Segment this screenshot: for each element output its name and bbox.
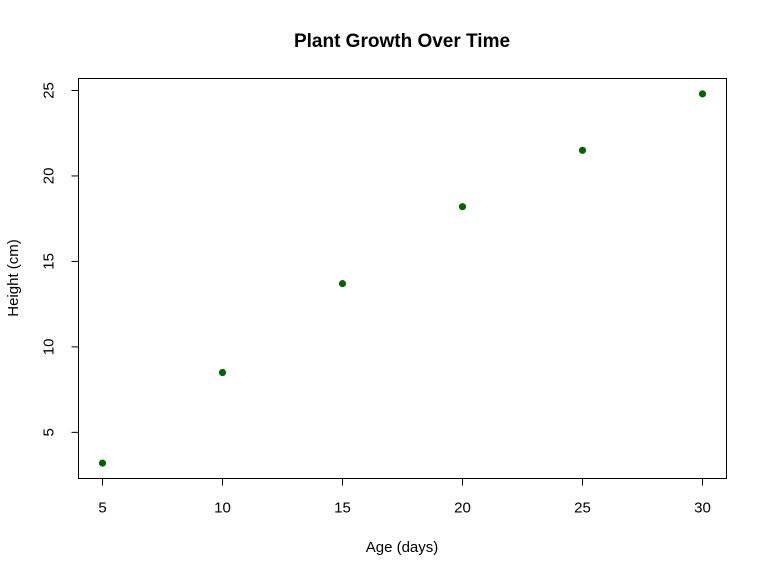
x-axis-label: Age (days) xyxy=(366,539,439,556)
data-point xyxy=(338,280,347,288)
x-tick-label: 30 xyxy=(694,500,711,517)
x-tick-label: 20 xyxy=(454,500,471,517)
y-tick-label: 5 xyxy=(41,428,58,436)
data-point xyxy=(698,90,707,98)
plot-area-frame xyxy=(78,78,727,479)
x-tick-label: 15 xyxy=(334,500,351,517)
data-point xyxy=(218,368,227,377)
x-tick-label: 25 xyxy=(574,500,591,517)
x-axis: 5 10 15 20 25 30 xyxy=(98,478,711,517)
y-tick-label: 15 xyxy=(41,253,58,270)
y-tick-label: 10 xyxy=(41,339,58,356)
data-point xyxy=(98,459,107,467)
chart-title: Plant Growth Over Time xyxy=(294,31,510,52)
x-tick-label: 10 xyxy=(214,500,231,517)
data-point xyxy=(578,146,587,154)
y-axis-label: Height (cm) xyxy=(5,239,22,317)
y-tick-label: 25 xyxy=(41,82,58,99)
data-points xyxy=(98,90,707,467)
data-point xyxy=(458,203,467,211)
x-tick-label: 5 xyxy=(98,500,106,517)
y-tick-label: 20 xyxy=(41,168,58,185)
y-axis: 5 10 15 20 25 xyxy=(41,82,79,437)
